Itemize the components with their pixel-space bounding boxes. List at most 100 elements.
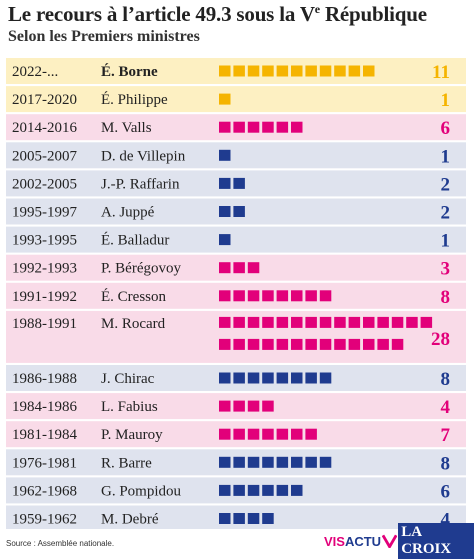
- count-square: [262, 513, 274, 524]
- count-square: [262, 372, 274, 384]
- count-square: [348, 65, 361, 77]
- count-square: [305, 456, 317, 468]
- value-label: 6: [441, 118, 451, 139]
- prime-minister-label: D. de Villepin: [101, 148, 186, 164]
- count-square: [247, 400, 260, 412]
- count-square: [247, 65, 260, 77]
- count-square: [247, 484, 260, 496]
- prime-minister-label: É. Balladur: [101, 232, 169, 249]
- period-label: 1962-1968: [12, 483, 77, 499]
- count-square: [219, 372, 231, 384]
- count-square: [377, 316, 389, 328]
- period-label: 2005-2007: [12, 148, 77, 164]
- count-square: [420, 316, 433, 328]
- count-square: [305, 65, 317, 77]
- prime-minister-label: L. Fabius: [101, 399, 158, 415]
- count-square: [363, 316, 375, 328]
- value-label: 4: [441, 510, 451, 530]
- value-label: 3: [441, 259, 451, 280]
- prime-minister-label: É. Cresson: [101, 288, 166, 305]
- value-label: 7: [441, 425, 451, 446]
- prime-minister-label: M. Rocard: [101, 316, 166, 332]
- count-square: [276, 372, 289, 384]
- row-background: [6, 226, 466, 253]
- value-label: 11: [432, 62, 450, 83]
- count-square: [319, 290, 332, 302]
- count-square: [406, 316, 418, 328]
- count-square: [219, 513, 231, 524]
- count-square: [247, 290, 260, 302]
- count-square: [262, 121, 274, 133]
- count-square: [233, 484, 245, 496]
- count-square: [305, 290, 317, 302]
- count-square: [219, 290, 231, 302]
- value-label: 1: [441, 90, 451, 111]
- count-square: [348, 338, 361, 350]
- chart-title: Le recours à l’article 49.3 sous la Ve R…: [8, 2, 427, 26]
- count-square: [391, 338, 404, 350]
- count-square: [219, 262, 231, 274]
- count-square: [276, 428, 289, 440]
- count-square: [219, 65, 231, 77]
- value-label: 2: [441, 174, 451, 195]
- count-square: [291, 456, 303, 468]
- count-square: [233, 316, 245, 328]
- count-square: [219, 149, 231, 161]
- count-square: [391, 316, 404, 328]
- count-square: [291, 484, 303, 496]
- prime-minister-label: G. Pompidou: [101, 483, 182, 499]
- count-square: [305, 372, 317, 384]
- count-square: [276, 121, 289, 133]
- count-square: [262, 400, 274, 412]
- count-square: [247, 372, 260, 384]
- period-label: 1993-1995: [12, 233, 77, 249]
- count-square: [219, 177, 231, 189]
- count-square: [233, 290, 245, 302]
- count-square: [348, 316, 361, 328]
- prime-minister-label: J. Chirac: [101, 371, 155, 387]
- count-square: [276, 338, 289, 350]
- count-square: [262, 484, 274, 496]
- value-label: 1: [441, 146, 451, 167]
- value-label: 1: [441, 231, 451, 252]
- count-square: [233, 121, 245, 133]
- prime-minister-label: J.-P. Raffarin: [101, 176, 180, 192]
- period-label: 1988-1991: [12, 316, 77, 332]
- count-square: [319, 65, 332, 77]
- count-square: [291, 65, 303, 77]
- visactu-la-croix-logo: VIS ACTU LA CROIX: [324, 523, 474, 559]
- chart-subtitle: Selon les Premiers ministres: [8, 28, 200, 45]
- period-label: 1976-1981: [12, 455, 77, 471]
- prime-minister-label: M. Debré: [101, 512, 159, 528]
- count-square: [219, 484, 231, 496]
- prime-minister-label: É. Borne: [101, 63, 158, 80]
- count-square: [262, 428, 274, 440]
- value-label: 2: [441, 203, 451, 224]
- count-square: [334, 338, 346, 350]
- count-square: [363, 65, 375, 77]
- period-label: 2002-2005: [12, 176, 77, 192]
- value-label: 28: [431, 329, 450, 350]
- count-square: [291, 121, 303, 133]
- count-square: [377, 338, 389, 350]
- prime-minister-label: É. Philippe: [101, 91, 168, 108]
- count-square: [319, 456, 332, 468]
- count-square: [262, 290, 274, 302]
- count-square: [233, 177, 245, 189]
- count-square: [219, 234, 231, 246]
- prime-minister-label: M. Valls: [101, 120, 152, 136]
- count-square: [233, 338, 245, 350]
- count-square: [262, 456, 274, 468]
- count-square: [247, 338, 260, 350]
- count-square: [334, 316, 346, 328]
- count-square: [291, 428, 303, 440]
- period-label: 1984-1986: [12, 399, 77, 415]
- count-square: [219, 93, 231, 105]
- count-square: [276, 456, 289, 468]
- period-label: 1981-1984: [12, 427, 77, 443]
- period-label: 2014-2016: [12, 120, 77, 136]
- cross-mark-icon: [382, 534, 398, 548]
- count-square: [233, 428, 245, 440]
- count-square: [233, 65, 245, 77]
- count-square: [276, 484, 289, 496]
